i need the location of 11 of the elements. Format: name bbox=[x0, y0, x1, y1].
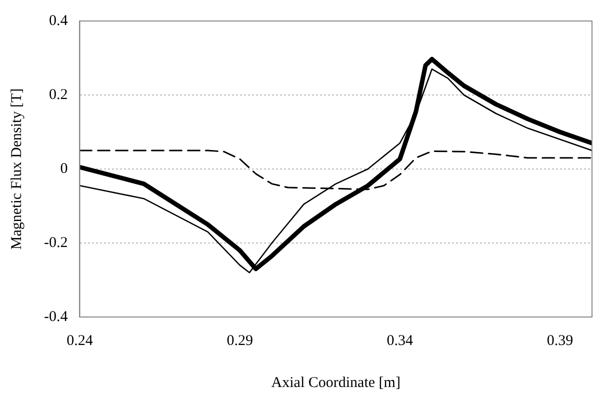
x-tick-label: 0.34 bbox=[386, 332, 414, 349]
y-tick-label: 0.4 bbox=[48, 12, 68, 29]
x-tick-label: 0.29 bbox=[226, 332, 253, 349]
y-axis-title: Magnetic Flux Density [T] bbox=[8, 88, 25, 250]
x-axis-title: Axial Coordinate [m] bbox=[271, 374, 400, 391]
y-tick-label: 0.2 bbox=[48, 86, 68, 103]
y-tick-label: 0 bbox=[60, 160, 68, 177]
x-tick-label: 0.24 bbox=[66, 332, 94, 349]
y-tick-label: -0.4 bbox=[44, 308, 68, 325]
x-tick-label: 0.39 bbox=[546, 332, 574, 349]
y-tick-label: -0.2 bbox=[44, 234, 68, 251]
